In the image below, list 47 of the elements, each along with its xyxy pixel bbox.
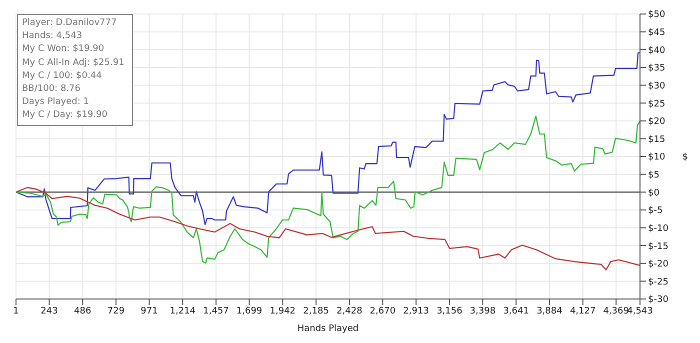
x-tick-label: 1,699	[236, 306, 262, 316]
y-tick-label: $35	[648, 64, 666, 74]
annotation: BB/100: 8.76	[22, 83, 82, 96]
x-tick-label: 243	[40, 306, 58, 316]
y-tick-label: $-20	[648, 260, 669, 270]
annotation: My C Won: $19.90	[22, 43, 106, 56]
y-tick-label: $50	[648, 10, 666, 20]
x-tick-label: 1,214	[170, 306, 196, 316]
x-tick-label: 1	[13, 306, 19, 316]
x-tick-label: 3,398	[470, 306, 496, 316]
x-tick-label: 2,428	[336, 306, 363, 316]
y-tick-label: $-15	[648, 242, 668, 252]
y-axis-title: $	[682, 152, 688, 163]
x-tick-label: 971	[140, 306, 158, 316]
y-tick-label: $30	[648, 81, 666, 92]
x-tick-label: 2,185	[303, 306, 329, 316]
x-tick-label: 729	[107, 306, 125, 316]
y-tick-label: $-30	[648, 295, 669, 306]
annotation: Days Played: 1	[22, 96, 90, 110]
y-tick-label: $5	[648, 170, 660, 181]
annotation: My C / 100: $0.44	[22, 70, 103, 83]
x-tick-label: 3,156	[436, 306, 463, 316]
annotation: My C All-In Adj: $25.91	[22, 56, 124, 70]
y-tick-label: $45	[648, 28, 666, 38]
annotation: Hands: 4,543	[22, 30, 84, 44]
y-tick-label: $0	[648, 188, 660, 198]
x-axis-title: Hands Played	[297, 324, 359, 334]
x-tick-label: 1,942	[270, 306, 296, 316]
x-tick-label: 4,369	[603, 306, 630, 316]
y-tick-label: $15	[648, 134, 666, 145]
y-tick-label: $25	[648, 99, 666, 110]
x-tick-label: 486	[74, 306, 92, 316]
x-tick-label: 4,127	[570, 306, 596, 316]
y-tick-label: $-5	[648, 206, 663, 216]
y-tick-label: $20	[648, 117, 666, 128]
y-tick-label: $-25	[648, 277, 668, 288]
y-tick-label: $-10	[648, 224, 669, 234]
y-tick-label: $10	[648, 152, 666, 163]
x-tick-label: 3,884	[536, 306, 563, 316]
x-tick-label: 1,457	[203, 306, 229, 316]
x-tick-label: 2,913	[403, 306, 429, 316]
y-tick-label: $40	[648, 46, 666, 56]
annotation: My C / Day: $19.90	[22, 109, 108, 122]
annotation: Player: D.Danilov777	[22, 17, 118, 30]
x-tick-label: 4,543	[627, 306, 653, 316]
x-tick-label: 2,670	[370, 306, 396, 316]
x-tick-label: 3,641	[503, 306, 529, 316]
